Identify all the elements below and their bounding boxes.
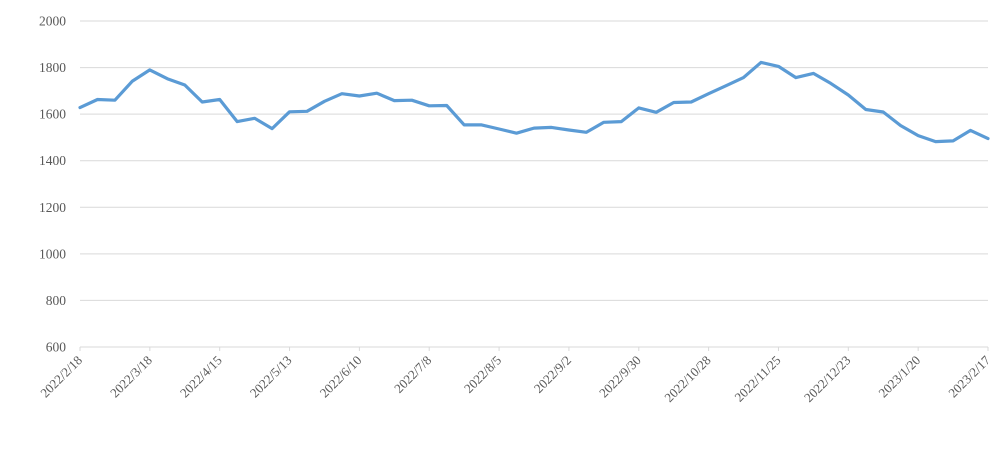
y-axis-tick-label: 800 (46, 293, 67, 308)
x-axis-labels-group: 2022/2/18 2022/3/18 2022/4/15 2022/5/13 2022… (37, 352, 993, 405)
y-axis-tick-label: 1200 (39, 200, 66, 215)
y-axis-labels-group: 600 800 1000 1200 1400 1600 1800 2000 (39, 14, 66, 355)
x-axis-tick-label: 2022/10/28 (661, 353, 713, 405)
x-axis-tick-label: 2022/11/25 (731, 353, 783, 405)
y-axis-tick-label: 2000 (39, 14, 66, 29)
x-axis-tick-label: 2022/9/30 (596, 353, 644, 401)
data-series-line (78, 60, 990, 144)
x-axis-tick-label: 2023/2/17 (945, 352, 993, 400)
x-axis-group (79, 347, 989, 351)
x-axis-tick-label: 2022/9/2 (531, 353, 574, 396)
data-series-group (78, 60, 990, 144)
gridlines-group (80, 20, 988, 348)
y-axis-tick-label: 1800 (39, 60, 66, 75)
x-axis-tick-label: 2022/7/8 (391, 353, 434, 396)
x-axis-tick-label: 2022/5/13 (247, 353, 295, 401)
x-axis-tick-label: 2023/1/20 (875, 353, 923, 401)
x-axis-tick-label: 2022/12/23 (801, 353, 853, 405)
y-axis-tick-label: 1400 (39, 153, 66, 168)
x-axis-tick-label: 2022/3/18 (107, 353, 155, 401)
x-axis-tick-label: 2022/8/5 (461, 353, 504, 396)
y-axis-tick-label: 1000 (39, 246, 66, 261)
y-axis-tick-label: 600 (46, 340, 67, 355)
x-axis-tick-label: 2022/6/10 (317, 353, 365, 401)
x-axis-tick-label: 2022/4/15 (177, 353, 225, 401)
y-axis-tick-label: 1600 (39, 107, 66, 122)
x-axis-tick-label: 2022/2/18 (37, 353, 85, 401)
